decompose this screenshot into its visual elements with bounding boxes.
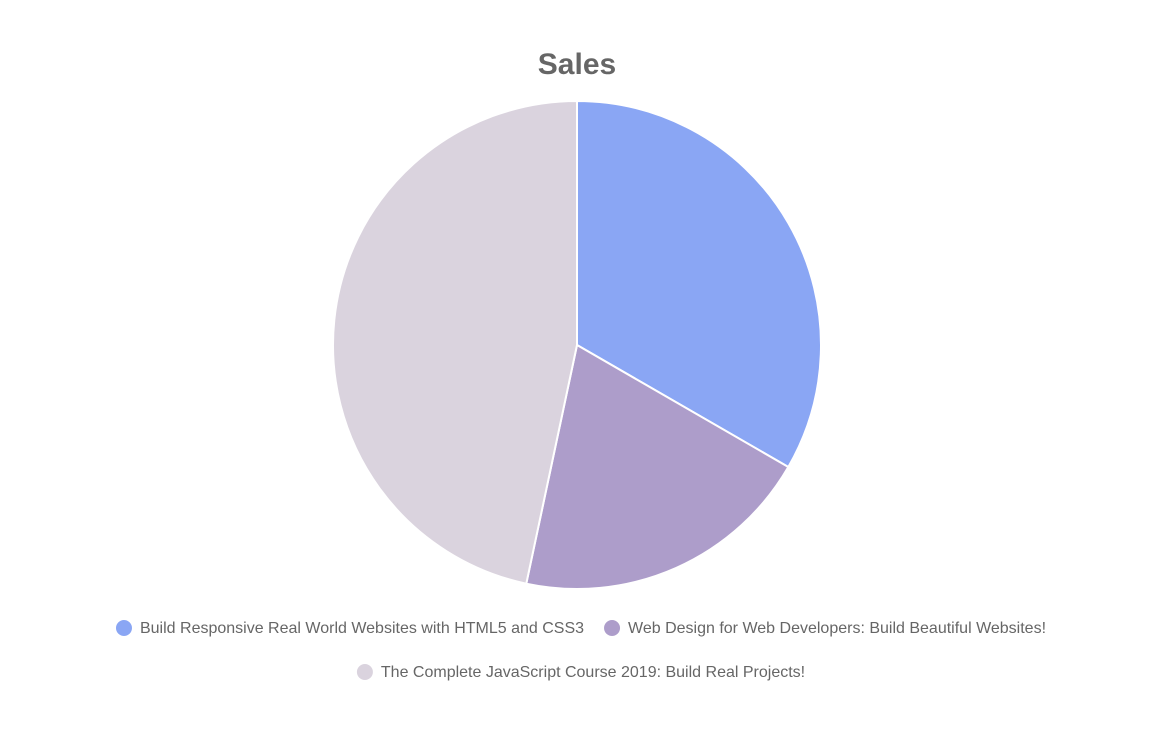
legend-item: The Complete JavaScript Course 2019: Bui… bbox=[356, 664, 805, 681]
pie-slice bbox=[576, 99, 822, 469]
legend-marker bbox=[115, 620, 132, 636]
chart-title: Sales bbox=[538, 48, 616, 81]
pie-slice bbox=[525, 343, 790, 590]
legend-label: Build Responsive Real World Websites wit… bbox=[140, 620, 584, 637]
legend-label: Web Design for Web Developers: Build Bea… bbox=[628, 620, 1046, 637]
pie-slice bbox=[332, 99, 578, 585]
legend-item: Web Design for Web Developers: Build Bea… bbox=[604, 620, 1046, 637]
legend-label: The Complete JavaScript Course 2019: Bui… bbox=[381, 664, 805, 681]
legend-marker bbox=[356, 664, 373, 680]
legend-item: Build Responsive Real World Websites wit… bbox=[115, 620, 584, 637]
legend-marker bbox=[604, 620, 621, 636]
